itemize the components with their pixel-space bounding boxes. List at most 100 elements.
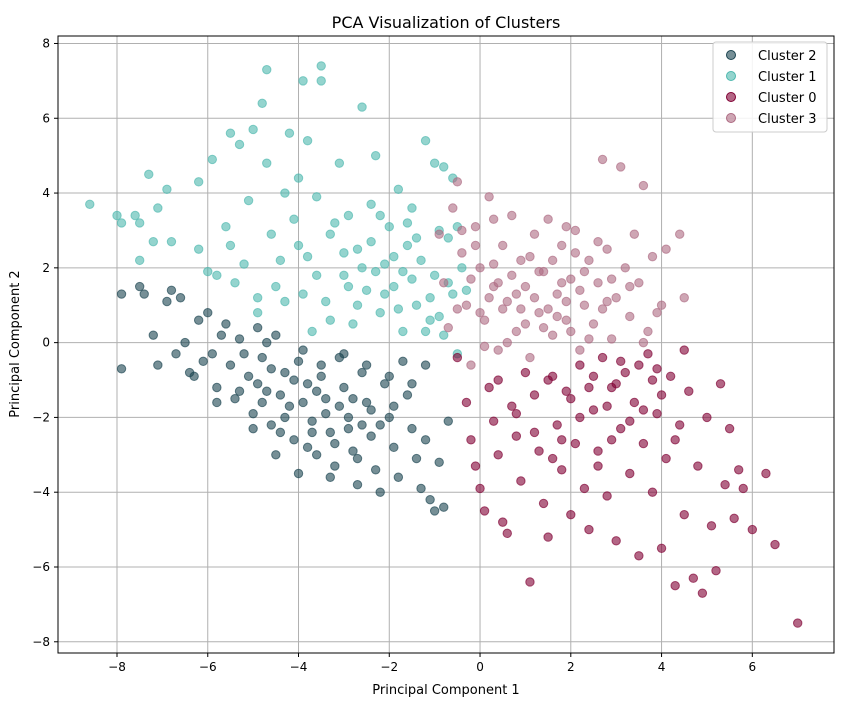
data-point xyxy=(606,334,617,344)
data-point xyxy=(416,483,426,494)
data-point xyxy=(543,532,553,542)
data-point xyxy=(334,401,345,411)
data-point xyxy=(611,379,621,389)
data-point xyxy=(330,438,340,449)
data-point xyxy=(597,304,608,314)
data-point xyxy=(225,240,236,251)
data-point xyxy=(348,319,358,329)
legend-marker xyxy=(726,92,736,102)
data-point xyxy=(488,214,499,224)
data-point xyxy=(588,319,599,329)
legend-marker xyxy=(726,71,736,81)
data-point xyxy=(221,222,231,232)
series-cluster-0 xyxy=(452,345,803,628)
data-point xyxy=(439,502,449,512)
data-point xyxy=(602,296,612,307)
data-point xyxy=(298,289,308,299)
data-point xyxy=(629,397,640,408)
data-point xyxy=(557,435,567,445)
data-point xyxy=(661,453,671,464)
data-point xyxy=(298,397,308,408)
data-point xyxy=(311,386,322,396)
data-point xyxy=(171,349,181,359)
data-point xyxy=(715,379,726,389)
data-point xyxy=(488,259,499,269)
data-point xyxy=(352,480,363,490)
data-point xyxy=(284,401,295,411)
data-point xyxy=(262,64,272,75)
data-point xyxy=(321,296,331,307)
data-point xyxy=(507,401,517,411)
data-point xyxy=(620,367,630,378)
data-point xyxy=(293,240,304,251)
data-point xyxy=(543,375,553,385)
data-point xyxy=(389,281,399,292)
y-axis-label: Principal Component 2 xyxy=(8,270,23,417)
data-point xyxy=(475,308,485,318)
series-cluster-1 xyxy=(85,61,472,359)
series-cluster-3 xyxy=(434,154,689,370)
data-point xyxy=(479,341,490,352)
data-point xyxy=(488,416,499,426)
data-point xyxy=(466,274,476,284)
data-point xyxy=(407,423,417,434)
data-point xyxy=(616,356,626,367)
data-point xyxy=(443,233,453,243)
data-point xyxy=(457,248,467,258)
data-point xyxy=(525,352,535,363)
data-point xyxy=(570,225,581,236)
data-point xyxy=(566,394,576,404)
data-point xyxy=(461,285,472,295)
data-point xyxy=(529,293,540,303)
legend-label: Cluster 0 xyxy=(758,91,817,106)
data-point xyxy=(134,281,145,292)
data-point xyxy=(584,382,594,393)
data-point xyxy=(656,390,667,400)
chart-title: PCA Visualization of Clusters xyxy=(332,13,561,32)
data-point xyxy=(239,349,249,359)
data-point xyxy=(643,326,653,337)
data-point xyxy=(134,218,145,228)
data-point xyxy=(234,386,245,396)
data-point xyxy=(221,319,231,329)
data-point xyxy=(189,371,199,381)
data-point xyxy=(352,300,363,310)
data-point xyxy=(302,136,313,146)
data-point xyxy=(452,304,463,314)
data-point xyxy=(638,337,649,348)
data-point xyxy=(234,139,245,150)
data-point xyxy=(597,352,608,363)
data-point xyxy=(466,435,476,445)
data-point xyxy=(616,162,626,172)
data-point xyxy=(293,173,304,183)
data-point xyxy=(557,278,567,288)
data-point xyxy=(543,214,553,224)
data-point xyxy=(316,61,326,71)
data-point xyxy=(153,360,163,370)
data-point xyxy=(380,259,390,269)
data-point xyxy=(529,390,540,400)
data-point xyxy=(547,453,558,464)
data-point xyxy=(357,420,367,430)
data-point xyxy=(203,266,213,277)
data-point xyxy=(257,352,267,363)
data-point xyxy=(557,240,567,251)
data-point xyxy=(502,337,512,348)
data-point xyxy=(330,218,340,228)
data-point xyxy=(457,225,467,236)
data-point xyxy=(484,382,494,393)
data-point xyxy=(606,435,617,445)
data-point xyxy=(579,483,590,494)
data-point xyxy=(262,337,272,348)
data-point xyxy=(252,293,263,303)
data-point xyxy=(493,278,503,288)
data-point xyxy=(366,236,376,247)
data-point xyxy=(316,360,326,370)
data-point xyxy=(252,308,263,318)
data-point xyxy=(271,330,281,340)
data-point xyxy=(670,435,680,445)
data-point xyxy=(484,192,494,202)
data-point xyxy=(525,251,535,262)
data-point xyxy=(402,240,413,251)
data-point xyxy=(511,408,522,419)
